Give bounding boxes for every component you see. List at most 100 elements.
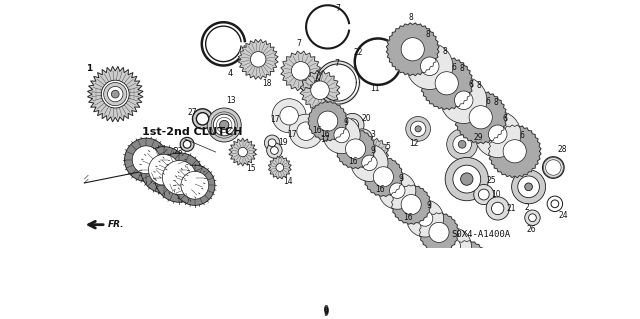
Circle shape [373,167,394,187]
Text: 6: 6 [519,131,524,140]
Text: 22: 22 [353,48,363,57]
Circle shape [478,189,489,200]
Circle shape [492,202,504,215]
Circle shape [125,138,168,182]
Text: 9: 9 [324,308,329,317]
Circle shape [445,158,488,201]
Circle shape [547,196,563,211]
Text: 19: 19 [278,138,288,147]
Circle shape [474,184,494,204]
Polygon shape [229,138,257,166]
Circle shape [155,153,204,202]
Circle shape [175,165,215,205]
Text: 9: 9 [324,306,329,315]
Circle shape [317,111,338,131]
Circle shape [264,135,280,151]
Text: 24: 24 [559,211,568,220]
Circle shape [207,108,241,142]
Circle shape [518,176,540,198]
Circle shape [511,170,546,204]
Text: 9: 9 [371,146,376,155]
Circle shape [323,116,360,153]
Circle shape [406,200,444,237]
Text: 16: 16 [320,130,330,138]
Circle shape [473,266,488,282]
Text: 9: 9 [343,118,348,127]
Circle shape [406,43,453,89]
Circle shape [353,129,372,149]
Text: 8: 8 [477,81,481,90]
Text: 6: 6 [485,97,490,106]
Circle shape [250,52,266,67]
Circle shape [543,158,563,178]
Text: 26: 26 [526,225,536,234]
Circle shape [180,137,194,151]
Circle shape [379,172,416,209]
Polygon shape [364,157,403,197]
Text: 1: 1 [86,64,92,73]
Text: 9: 9 [324,307,329,315]
Circle shape [271,147,278,154]
Text: 13: 13 [226,96,236,105]
Polygon shape [308,101,348,141]
Circle shape [297,122,316,140]
Polygon shape [238,40,278,79]
Text: 28: 28 [557,145,566,154]
Polygon shape [300,70,340,110]
Text: 6: 6 [451,63,456,72]
Text: 9: 9 [324,309,329,318]
Polygon shape [488,125,541,178]
Circle shape [104,83,127,106]
Circle shape [543,157,564,178]
Text: FR.: FR. [108,220,124,229]
Text: 16: 16 [376,185,385,194]
Circle shape [291,62,310,80]
Circle shape [289,114,323,148]
Text: 15: 15 [246,164,256,173]
Polygon shape [268,156,291,179]
Circle shape [193,109,212,129]
Circle shape [453,165,481,193]
Circle shape [357,134,368,144]
Circle shape [500,294,516,310]
Circle shape [220,120,229,130]
Text: 8: 8 [426,30,431,39]
Text: 6: 6 [468,80,473,89]
Circle shape [420,57,439,76]
Polygon shape [281,51,321,91]
Circle shape [280,107,298,125]
Text: 12: 12 [409,139,419,148]
Circle shape [435,228,472,265]
Circle shape [440,77,487,123]
Circle shape [454,91,473,109]
Circle shape [268,139,276,147]
Text: 17: 17 [287,130,296,139]
Text: 20: 20 [362,114,371,123]
Circle shape [488,125,507,144]
Circle shape [484,278,505,298]
Circle shape [462,256,499,293]
Circle shape [148,154,179,185]
Circle shape [183,140,191,148]
Text: 3: 3 [370,130,375,138]
Circle shape [461,173,473,185]
Circle shape [546,160,561,175]
Circle shape [346,119,358,131]
Text: 9: 9 [324,307,329,316]
Circle shape [181,171,209,199]
Text: 29: 29 [474,133,483,143]
Polygon shape [88,66,143,122]
Text: 8: 8 [494,98,499,107]
Text: 17: 17 [270,115,280,124]
Circle shape [101,80,129,108]
Polygon shape [336,129,375,169]
Text: 7: 7 [334,58,339,68]
Circle shape [111,90,119,98]
Text: 16: 16 [403,213,413,222]
Circle shape [272,99,306,133]
Circle shape [351,144,388,182]
Circle shape [429,222,449,242]
Circle shape [196,113,209,125]
Text: 27: 27 [187,108,196,117]
Text: 9: 9 [324,305,329,314]
